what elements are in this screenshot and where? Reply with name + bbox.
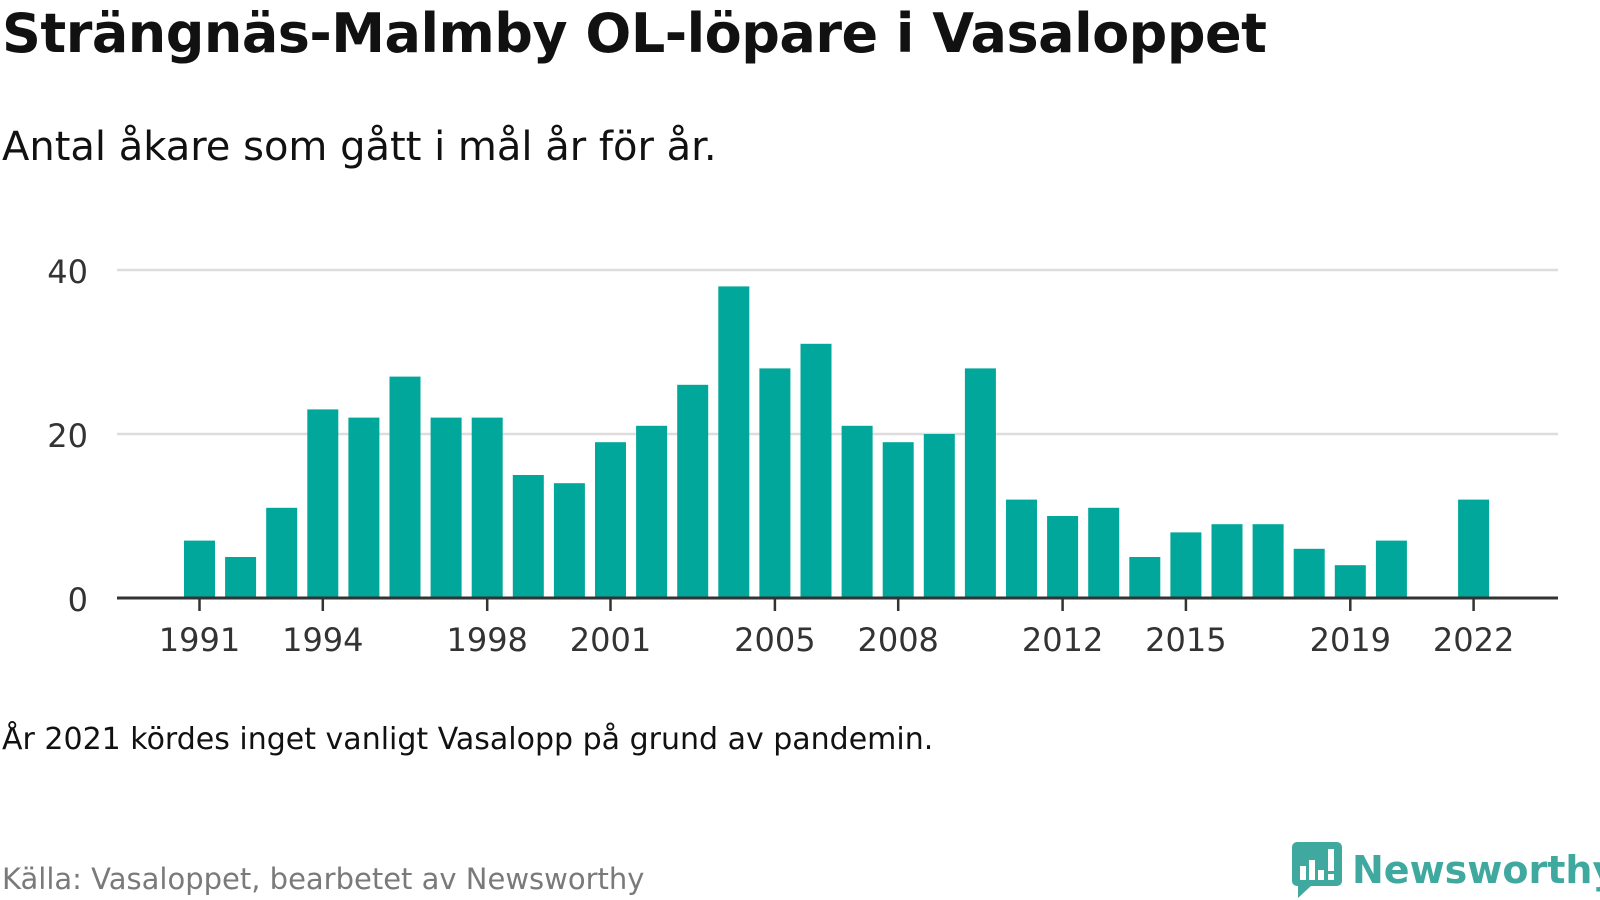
bar-2000: [553, 483, 585, 598]
bar-2012: [1047, 516, 1079, 598]
chart-subtitle: Antal åkare som gått i mål år för år.: [2, 124, 717, 170]
x-axis-ticks: 1991 1994 1998 2001 2005 2008 2012 2015 2019 2022: [159, 598, 1514, 659]
x-tick-label: 2008: [857, 621, 938, 659]
bar-2004: [718, 286, 750, 598]
bar-2010: [964, 368, 996, 598]
bar-1991: [184, 540, 215, 598]
bar-1992: [225, 557, 257, 598]
bar-2018: [1293, 548, 1325, 598]
x-tick-label: 2022: [1433, 621, 1514, 659]
x-tick-label: 2019: [1310, 621, 1391, 659]
x-tick-label: 1994: [282, 621, 363, 659]
bar-2011: [1006, 499, 1037, 598]
bar-2003: [677, 384, 709, 598]
y-axis-ticks: 0 20 40: [47, 253, 88, 619]
bar-1996: [389, 376, 421, 598]
bar-2006: [800, 343, 832, 598]
bar-2009: [923, 434, 955, 598]
x-tick-label: 2012: [1022, 621, 1103, 659]
x-tick-label: 1991: [159, 621, 240, 659]
bar-1998: [471, 417, 503, 598]
bar-2022: [1458, 499, 1490, 598]
bar-2015: [1170, 532, 1202, 598]
y-tick-label: 20: [47, 417, 88, 455]
bar-2016: [1211, 524, 1243, 598]
bar-2005: [759, 368, 791, 598]
bar-2001: [595, 442, 626, 598]
bar-2007: [841, 425, 873, 598]
bar-2019: [1334, 565, 1366, 598]
x-tick-label: 2005: [734, 621, 815, 659]
chart-title: Strängnäs-Malmby OL-löpare i Vasaloppet: [2, 2, 1267, 65]
newsworthy-logo[interactable]: Newsworthy: [1292, 842, 1600, 898]
y-tick-label: 0: [68, 581, 88, 619]
bar-1999: [512, 475, 544, 598]
x-tick-label: 2001: [570, 621, 651, 659]
x-tick-label: 1998: [446, 621, 527, 659]
bar-1994: [307, 409, 339, 598]
bars: [184, 286, 1490, 598]
x-tick-label: 2015: [1145, 621, 1226, 659]
bar-2002: [636, 425, 668, 598]
bar-1995: [348, 417, 380, 598]
source-credit: Källa: Vasaloppet, bearbetet av Newswort…: [2, 862, 645, 896]
y-tick-label: 40: [47, 253, 88, 291]
bar-2008: [882, 442, 914, 598]
bar-2017: [1252, 524, 1284, 598]
brand-name: Newsworthy: [1352, 848, 1600, 892]
bar-1993: [266, 507, 298, 598]
bar-2013: [1088, 507, 1120, 598]
bar-2020: [1375, 540, 1407, 598]
bar-1997: [430, 417, 462, 598]
bar-2014: [1129, 557, 1161, 598]
chart-footnote: År 2021 kördes inget vanligt Vasalopp på…: [2, 722, 934, 757]
newsworthy-logo-icon: [1292, 842, 1342, 898]
